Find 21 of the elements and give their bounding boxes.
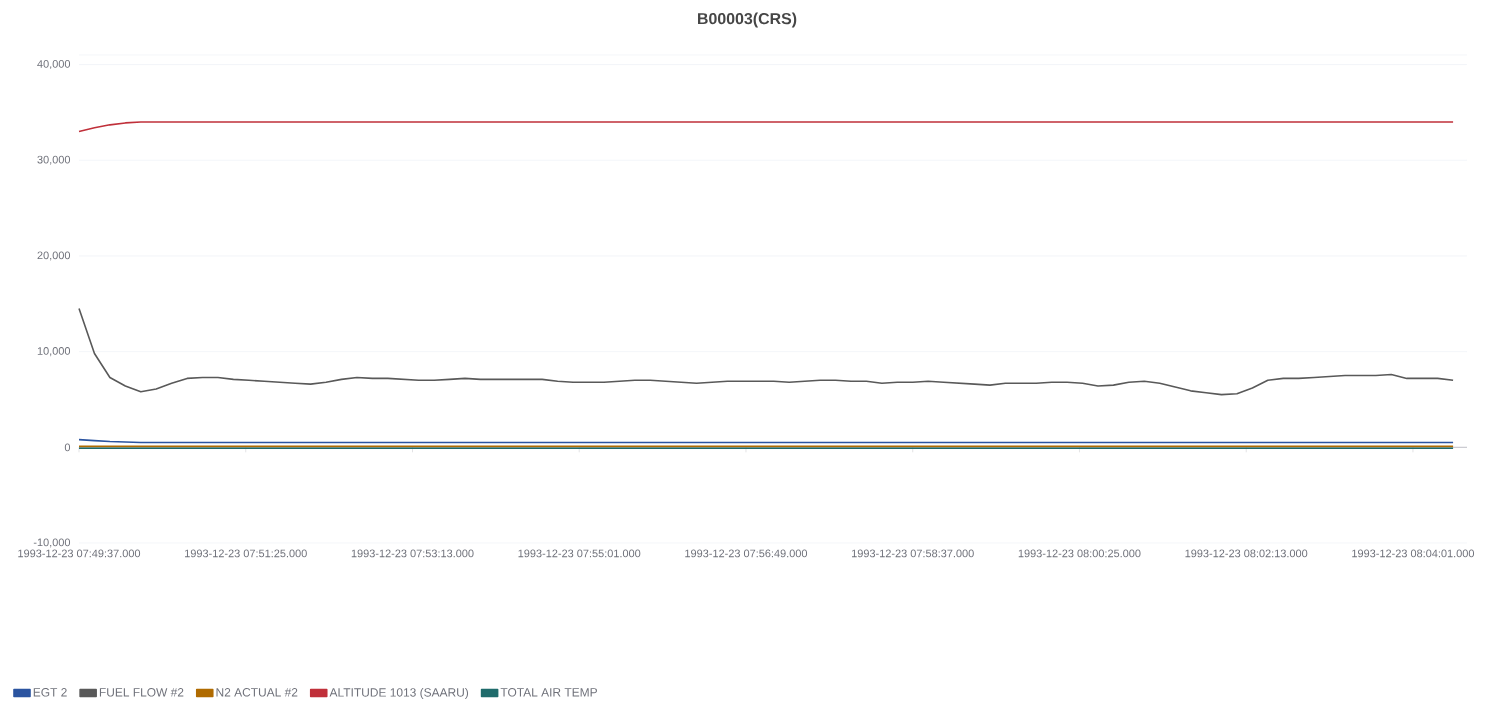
- legend-label: N2 ACTUAL #2: [216, 688, 298, 697]
- y-tick-label: -10,000: [33, 538, 71, 548]
- x-tick-label: 1993-12-23 07:58:37.000: [852, 549, 974, 558]
- y-tick-label: 40,000: [37, 60, 71, 70]
- y-tick-label: 30,000: [37, 155, 71, 165]
- x-tick-label: 1993-12-23 07:55:01.000: [518, 549, 641, 558]
- x-tick-label: 1993-12-23 08:02:13.000: [1185, 549, 1308, 558]
- y-tick-label: 20,000: [37, 251, 71, 261]
- legend-label: TOTAL AIR TEMP: [500, 688, 597, 697]
- legend-label: EGT 2: [33, 688, 67, 697]
- legend-label: FUEL FLOW #2: [99, 688, 184, 697]
- y-tick-label: 0: [64, 443, 71, 452]
- x-tick-label: 1993-12-23 08:04:01.000: [1352, 549, 1475, 558]
- x-tick-label: 1993-12-23 07:51:25.000: [185, 549, 307, 558]
- chart-title: B00003(CRS): [698, 12, 797, 28]
- x-tick-label: 1993-12-23 07:49:37.000: [18, 549, 141, 558]
- y-tick-label: 10,000: [37, 347, 71, 357]
- legend-label: ALTITUDE 1013 (SAARU): [329, 687, 469, 700]
- x-tick-label: 1993-12-23 08:00:25.000: [1018, 549, 1141, 558]
- x-tick-label: 1993-12-23 07:56:49.000: [685, 549, 808, 558]
- x-tick-label: 1993-12-23 07:53:13.000: [351, 549, 474, 558]
